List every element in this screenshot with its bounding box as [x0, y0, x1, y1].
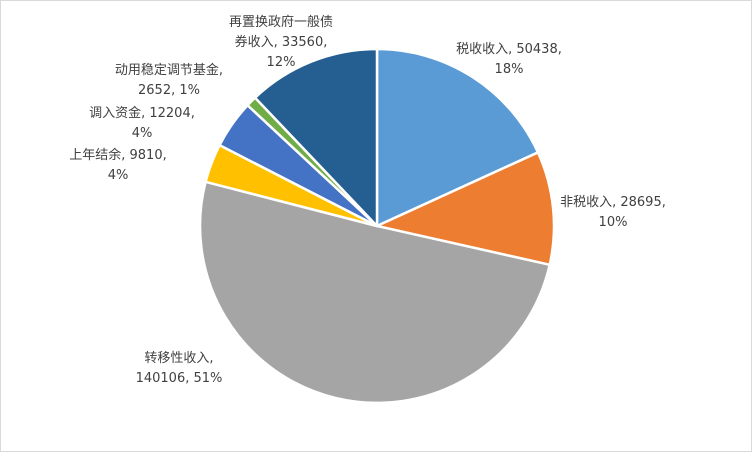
data-label-6: 动用稳定调节基金, 2652, 1% [115, 62, 223, 98]
data-label-7: 再置换政府一般债券收入, 33560, 12% [229, 14, 333, 70]
pie-slice-2 [375, 151, 556, 267]
pie-slice-1 [375, 47, 540, 228]
pie-slice-7 [253, 47, 379, 228]
data-label-2: 非税收入, 28695, 10% [560, 195, 666, 230]
data-label-1: 税收收入, 50438, 18% [456, 42, 562, 77]
pie-slice-3 [198, 180, 551, 405]
data-label-4: 上年结余, 9810, 4% [69, 147, 166, 183]
data-label-3: 转移性收入, 140106, 51% [136, 351, 223, 386]
data-label-5: 调入资金, 12204, 4% [89, 105, 195, 141]
